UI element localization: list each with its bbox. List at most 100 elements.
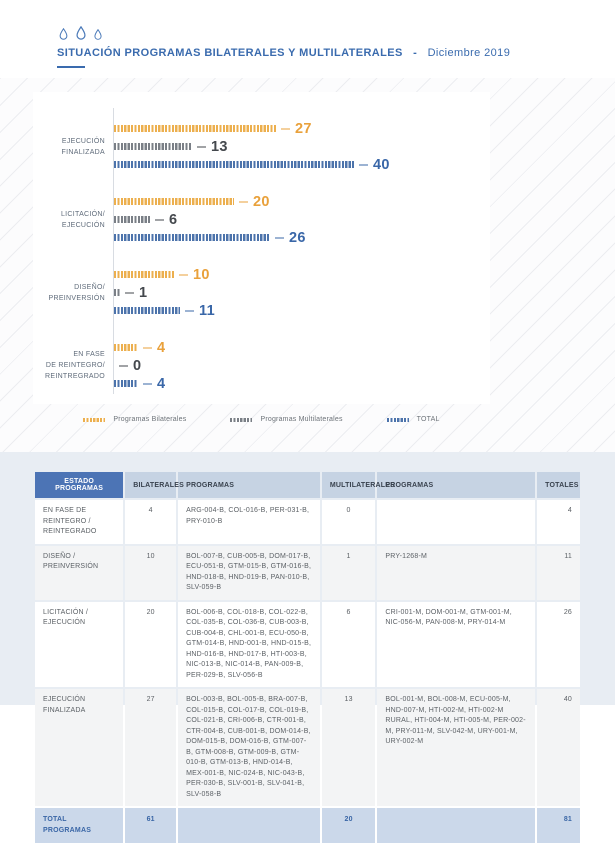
bar-row: 27 — [114, 121, 312, 137]
table-cell-programas_b: ARG-004-B, COL-016-B, PER-031-B, PRY-010… — [178, 500, 320, 544]
bar-row: 6 — [114, 212, 177, 228]
bar-value-dash — [143, 382, 152, 385]
bar-value: 13 — [211, 138, 228, 155]
table-row: EN FASE DE REINTEGRO / REINTEGRADO 4 ARG-0… — [35, 500, 580, 544]
table-cell-bilaterales: 10 — [125, 545, 177, 600]
total-cell-totales: 81 — [537, 808, 580, 843]
bar — [114, 125, 276, 132]
legend-item: Programas Multilaterales — [230, 416, 342, 423]
chart-plot: EJECUCIÓN FINALIZADA 27 13 40 LICITACIÓN/EJEC… — [33, 92, 490, 404]
water-drop-icon — [59, 28, 68, 40]
table-body: EN FASE DE REINTEGRO / REINTEGRADO 4 ARG-0… — [35, 500, 580, 843]
water-drop-icon — [76, 26, 86, 40]
chart-legend: Programas Bilaterales Programas Multilate… — [33, 416, 490, 423]
bar-value-dash — [155, 218, 164, 221]
legend-label: Programas Multilaterales — [260, 416, 343, 423]
chart-axis-line — [113, 108, 114, 394]
table-cell-multilaterales: 13 — [321, 689, 376, 806]
bar-value: 10 — [193, 266, 210, 283]
category-label: EN FASE DE REINTEGRO/REINTREGRADO — [45, 350, 105, 381]
bar — [114, 216, 150, 223]
total-cell-empty — [377, 808, 536, 843]
table-cell-multilaterales: 6 — [321, 601, 376, 687]
table-cell-multilaterales: 1 — [321, 545, 376, 600]
page-title-main: SITUACIÓN PROGRAMAS BILATERALES Y MULTIL… — [57, 47, 403, 59]
bar-value: 4 — [157, 375, 166, 392]
bar-value: 40 — [373, 156, 390, 173]
bar-row: 1 — [114, 285, 147, 301]
total-cell-bilaterales: 61 — [125, 808, 177, 843]
table-cell-estado: EJECUCIÓN FINALIZADA — [35, 689, 124, 806]
table-cell-totales: 26 — [537, 601, 580, 687]
bar-value-dash — [239, 200, 248, 203]
bar — [114, 307, 180, 314]
legend-item: TOTAL — [386, 416, 440, 423]
bar-value: 11 — [199, 302, 215, 319]
bar-value-dash — [143, 346, 152, 349]
bar-value-dash — [281, 127, 290, 130]
table-cell-programas_b: BOL-003-B, BOL-005-B, BRA-007-B, COL-015… — [178, 689, 320, 806]
bar-value-dash — [125, 291, 134, 294]
table-cell-totales: 11 — [537, 545, 580, 600]
bar-row: 10 — [114, 267, 210, 283]
bar — [114, 271, 174, 278]
table-cell-programas_m: CRI-001-M, DOM-001-M, GTM-001-M, NIC-056… — [377, 601, 536, 687]
bar-row: 13 — [114, 139, 228, 155]
bar — [114, 143, 192, 150]
table-cell-totales: 4 — [537, 500, 580, 544]
table-cell-estado: EN FASE DE REINTEGRO / REINTEGRADO — [35, 500, 124, 544]
bar-value-dash — [185, 309, 194, 312]
water-drops-icon — [57, 26, 615, 40]
table-column-header: PROGRAMAS — [377, 472, 536, 498]
table-cell-programas_m — [377, 500, 536, 544]
table-row: DISEÑO / PREINVERSIÓN 10 BOL-007-B, CUB-00… — [35, 545, 580, 600]
total-cell-label: TOTAL PROGRAMAS — [35, 808, 124, 843]
table-row: LICITACIÓN / EJECUCIÓN 20 BOL-006-B, COL-0… — [35, 601, 580, 687]
category-label: EJECUCIÓN FINALIZADA — [61, 137, 105, 156]
bar-value-dash — [179, 273, 188, 276]
table-row: EJECUCIÓN FINALIZADA 27 BOL-003-B, BOL-005… — [35, 689, 580, 806]
legend-swatch — [386, 417, 409, 422]
table-cell-programas_m: PRY-1268-M — [377, 545, 536, 600]
table-section: ESTADO PROGRAMAS BILATERALES PROGRAMAS MULT… — [0, 452, 615, 843]
table-cell-bilaterales: 4 — [125, 500, 177, 544]
table-cell-estado: DISEÑO / PREINVERSIÓN — [35, 545, 124, 600]
bar-row: 0 — [114, 358, 141, 374]
page-title-date: Diciembre 2019 — [427, 47, 511, 59]
bar-row: 26 — [114, 230, 306, 246]
legend-label: TOTAL — [416, 416, 440, 423]
legend-label: Programas Bilaterales — [113, 416, 187, 423]
bar-row: 4 — [114, 340, 165, 356]
bar-value: 6 — [169, 211, 178, 228]
table-cell-programas_b: BOL-007-B, CUB-005-B, DOM-017-B, ECU-051… — [178, 545, 320, 600]
table-cell-estado: LICITACIÓN / EJECUCIÓN — [35, 601, 124, 687]
water-drop-icon — [94, 29, 102, 40]
total-cell-multilaterales: 20 — [321, 808, 376, 843]
table-cell-programas_b: BOL-006-B, COL-018-B, COL-022-B, COL-035… — [178, 601, 320, 687]
total-cell-empty — [178, 808, 320, 843]
bar-row: 11 — [114, 303, 215, 319]
table-header-row: ESTADO PROGRAMAS BILATERALES PROGRAMAS MULT… — [35, 472, 580, 498]
bar-value-dash — [119, 364, 128, 367]
bar — [114, 234, 270, 241]
table-column-header: BILATERALES — [125, 472, 184, 498]
title-underline — [57, 66, 85, 68]
table-column-header: MULTILATERALES — [321, 472, 395, 498]
bar-value: 27 — [295, 120, 312, 137]
bar — [114, 289, 120, 296]
title-separator: - — [406, 47, 425, 59]
table-cell-programas_m: BOL-001-M, BOL-008-M, ECU-005-M, HND-007… — [377, 689, 536, 806]
legend-swatch — [230, 417, 253, 422]
bar — [114, 161, 354, 168]
legend-item: Programas Bilaterales — [83, 416, 186, 423]
page-title: SITUACIÓN PROGRAMAS BILATERALES Y MULTIL… — [57, 47, 615, 59]
category-label: LICITACIÓN/EJECUCIÓN — [60, 210, 105, 229]
bar-row: 20 — [114, 194, 270, 210]
table-column-header: TOTALES — [537, 472, 580, 498]
table-cell-bilaterales: 20 — [125, 601, 177, 687]
bar-value-dash — [197, 145, 206, 148]
table-column-header: ESTADO PROGRAMAS — [35, 472, 124, 498]
bar — [114, 198, 234, 205]
table-cell-bilaterales: 27 — [125, 689, 177, 806]
table-cell-totales: 40 — [537, 689, 580, 806]
